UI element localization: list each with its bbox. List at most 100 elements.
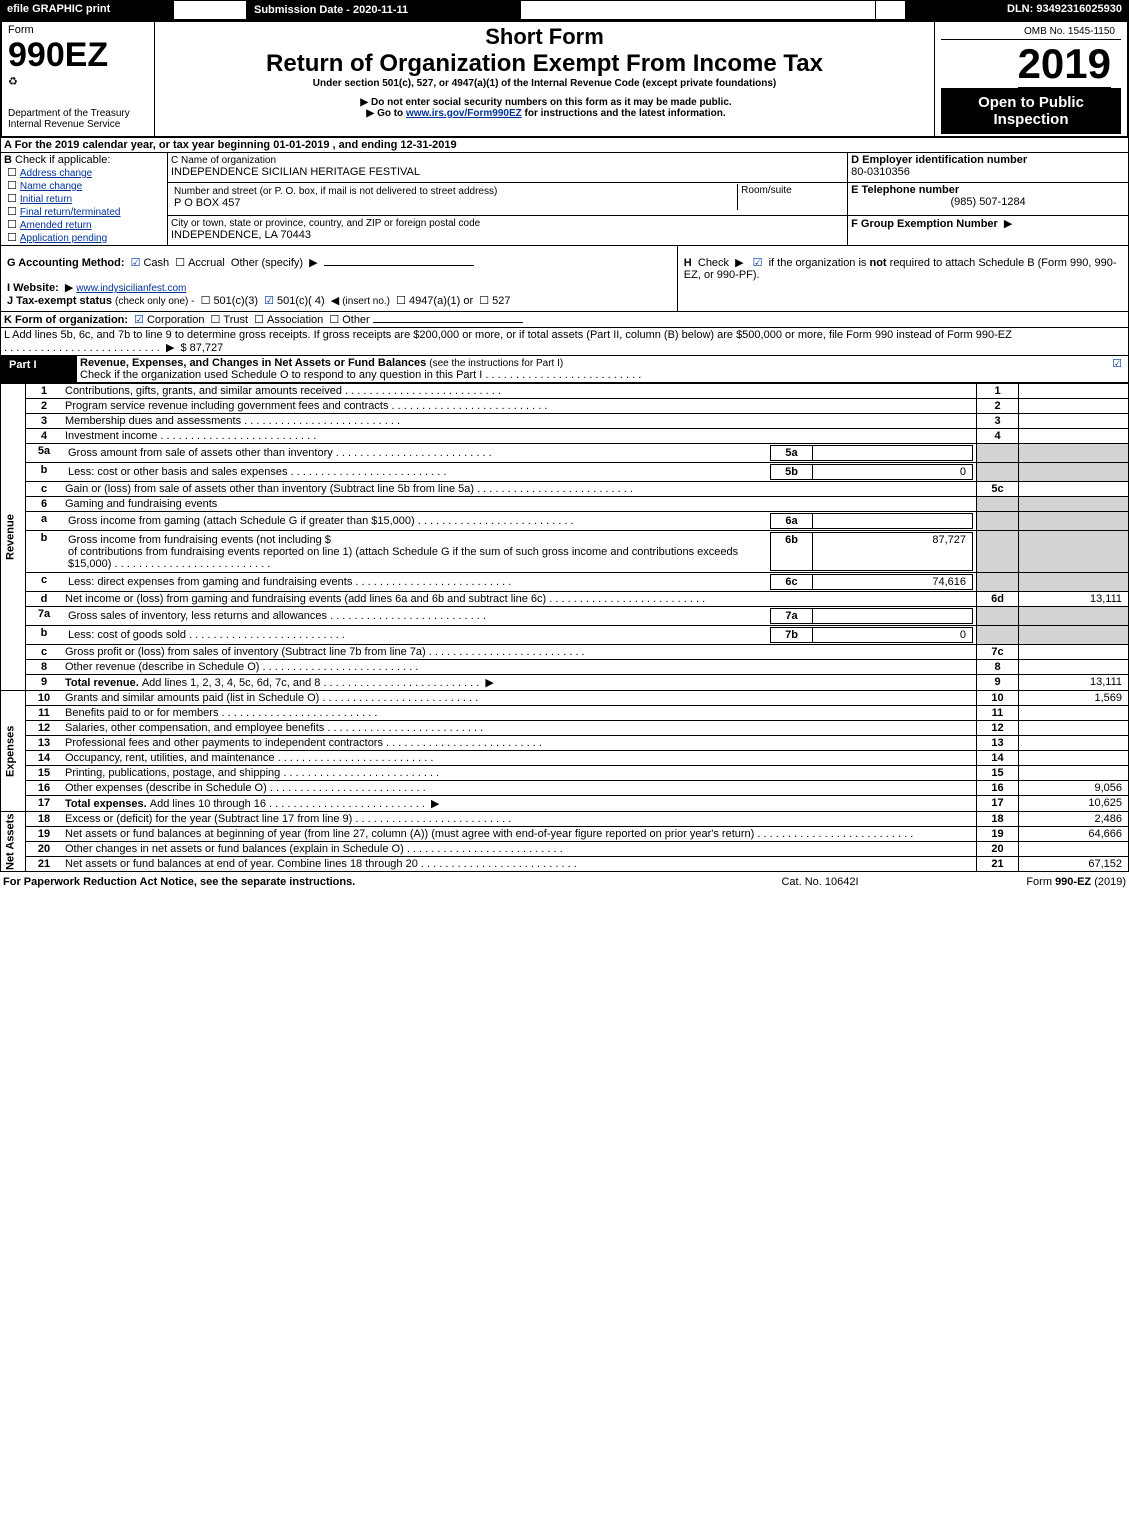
line-ref — [977, 444, 1019, 463]
line-ref: 16 — [977, 781, 1019, 796]
line-ref: 13 — [977, 736, 1019, 751]
cash-label: Cash — [143, 257, 169, 269]
line-value: 13,111 — [1019, 675, 1129, 691]
501c3-checkbox[interactable] — [198, 295, 214, 307]
arrow-icon — [62, 282, 76, 294]
street-address: P O BOX 457 — [174, 197, 240, 209]
line-number: 18 — [26, 812, 63, 827]
j-label: J Tax-exempt status — [7, 295, 112, 307]
line-ref — [977, 463, 1019, 482]
line-number: 17 — [26, 796, 63, 812]
short-form-title: Short Form — [161, 24, 928, 50]
footer-form-post: (2019) — [1091, 876, 1126, 888]
501c-label: 501(c)( 4) — [277, 295, 325, 307]
b-option-checkbox[interactable] — [4, 219, 20, 231]
line-number: b — [26, 531, 63, 573]
line-number: 6 — [26, 497, 63, 512]
527-label: 527 — [492, 295, 510, 307]
b-option-checkbox[interactable] — [4, 206, 20, 218]
corp-checkbox[interactable] — [131, 314, 147, 326]
b-option-checkbox[interactable] — [4, 193, 20, 205]
l-text: L Add lines 5b, 6c, and 7b to line 9 to … — [4, 329, 1012, 341]
part1-inst: (see the instructions for Part I) — [429, 358, 563, 369]
4947-checkbox[interactable] — [393, 295, 409, 307]
accrual-checkbox[interactable] — [172, 257, 188, 269]
part1-label: Part I — [1, 356, 78, 383]
other-org-label: Other — [342, 314, 370, 326]
trust-checkbox[interactable] — [208, 314, 224, 326]
b-header: Check if applicable: — [15, 154, 110, 166]
line-value — [1019, 706, 1129, 721]
501c-checkbox[interactable] — [261, 295, 277, 307]
line-value: 1,569 — [1019, 691, 1129, 706]
line-desc: Gross amount from sale of assets other t… — [62, 444, 977, 463]
line-desc: Excess or (deficit) for the year (Subtra… — [62, 812, 977, 827]
line-number: 12 — [26, 721, 63, 736]
line-desc: Less: direct expenses from gaming and fu… — [62, 573, 977, 592]
page-footer: For Paperwork Reduction Act Notice, see … — [0, 872, 1129, 889]
arrow-icon — [1001, 218, 1015, 230]
line-ref: 17 — [977, 796, 1019, 812]
line-number: 7a — [26, 607, 63, 626]
line-value — [1019, 384, 1129, 399]
gh-section: G Accounting Method: Cash Accrual Other … — [0, 246, 1129, 312]
line-value — [1019, 607, 1129, 626]
other-org-checkbox[interactable] — [326, 314, 342, 326]
b-option-label: Final return/terminated — [20, 207, 121, 218]
irs-label: Internal Revenue Service — [8, 119, 148, 130]
line-desc: Professional fees and other payments to … — [62, 736, 977, 751]
line-ref: 19 — [977, 827, 1019, 842]
line-desc: Occupancy, rent, utilities, and maintena… — [62, 751, 977, 766]
irs-link[interactable]: www.irs.gov/Form990EZ — [406, 108, 522, 119]
l-section: L Add lines 5b, 6c, and 7b to line 9 to … — [0, 328, 1129, 356]
b-option-checkbox[interactable] — [4, 180, 20, 192]
line-desc: Other expenses (describe in Schedule O) — [62, 781, 977, 796]
line-value — [1019, 721, 1129, 736]
line-value — [1019, 429, 1129, 444]
line-number: 20 — [26, 842, 63, 857]
assoc-checkbox[interactable] — [251, 314, 267, 326]
line-desc: Gaming and fundraising events — [62, 497, 977, 512]
part1-table: Revenue1Contributions, gifts, grants, an… — [0, 383, 1129, 872]
room-suite-label: Room/suite — [738, 184, 845, 210]
arrow-icon — [163, 342, 177, 354]
line-number: c — [26, 573, 63, 592]
accrual-label: Accrual — [188, 257, 225, 269]
line-desc: Other changes in net assets or fund bala… — [62, 842, 977, 857]
line-value — [1019, 463, 1129, 482]
line-number: a — [26, 512, 63, 531]
assoc-label: Association — [267, 314, 323, 326]
line-number: 19 — [26, 827, 63, 842]
line-desc: Gross profit or (loss) from sales of inv… — [62, 645, 977, 660]
line-desc: Gross income from fundraising events (no… — [62, 531, 977, 573]
line-ref — [977, 512, 1019, 531]
line-ref: 2 — [977, 399, 1019, 414]
line-value — [1019, 512, 1129, 531]
arrow-icon — [732, 257, 746, 269]
527-checkbox[interactable] — [476, 295, 492, 307]
website-link[interactable]: www.indysicilianfest.com — [76, 283, 186, 294]
cash-checkbox[interactable] — [128, 257, 144, 269]
arrow-icon — [306, 257, 320, 269]
line-number: 8 — [26, 660, 63, 675]
line-value: 67,152 — [1019, 857, 1129, 872]
footer-left: For Paperwork Reduction Act Notice, see … — [3, 876, 355, 888]
line-number: 4 — [26, 429, 63, 444]
submission-date: Submission Date - 2020-11-11 — [247, 1, 521, 19]
line-number: 13 — [26, 736, 63, 751]
b-option-checkbox[interactable] — [4, 232, 20, 244]
k-section: K Form of organization: Corporation Trus… — [0, 312, 1129, 328]
h-checkbox[interactable] — [750, 257, 766, 269]
form-number: 990EZ — [8, 36, 108, 74]
line-desc: Investment income — [62, 429, 977, 444]
schedule-o-checkbox[interactable] — [1109, 358, 1125, 370]
line-desc: Contributions, gifts, grants, and simila… — [62, 384, 977, 399]
f-label: F Group Exemption Number — [851, 218, 998, 230]
addr-label: Number and street (or P. O. box, if mail… — [174, 186, 497, 197]
line-value: 10,625 — [1019, 796, 1129, 812]
line-ref: 4 — [977, 429, 1019, 444]
line-desc: Printing, publications, postage, and shi… — [62, 766, 977, 781]
goto-pre: Go to — [377, 108, 406, 119]
b-option-checkbox[interactable] — [4, 167, 20, 179]
line-number: d — [26, 592, 63, 607]
